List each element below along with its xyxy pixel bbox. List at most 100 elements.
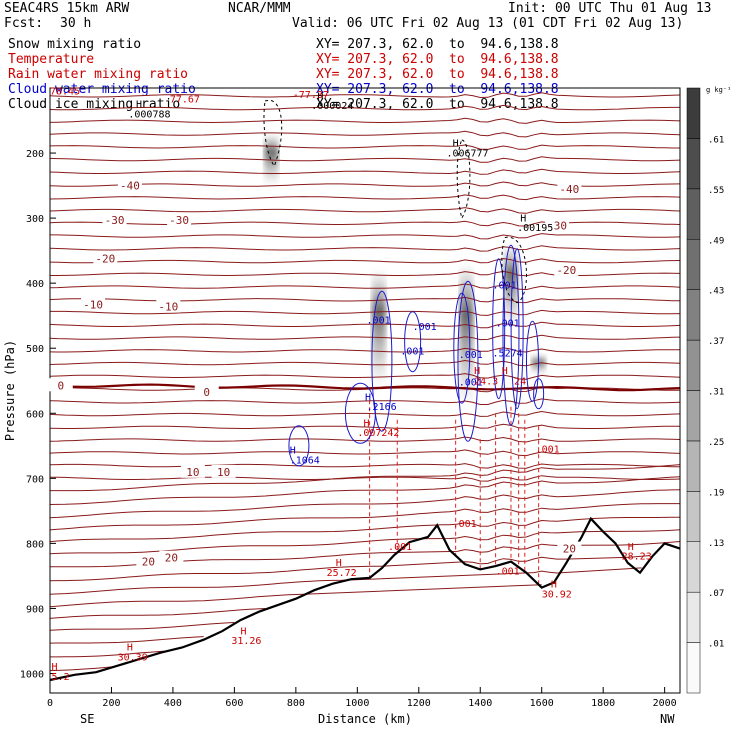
contour-label-bg <box>180 464 205 478</box>
contour-label-bg <box>81 297 106 311</box>
colorbar-segment <box>686 390 701 442</box>
se-end-label: SE <box>80 712 94 726</box>
temperature-contour <box>49 622 235 631</box>
field-annotation: .001 <box>413 322 437 333</box>
x-tick-label: 1400 <box>468 698 492 709</box>
temperature-contour <box>49 220 681 227</box>
field-annotation: .000788 <box>128 109 170 120</box>
field-annotation: 5.2 <box>52 672 70 683</box>
contour-label-bg <box>48 378 73 392</box>
colorbar-segment <box>686 87 701 139</box>
cloud-ice-contour <box>501 237 527 304</box>
temperature-contour-label: 20 <box>165 552 178 565</box>
field-annotation: H <box>290 446 296 457</box>
field-xy-rain: XY= 207.3, 62.0 to 94.6,138.8 <box>316 67 559 82</box>
temperature-contour <box>50 309 681 316</box>
x-tick-label: 600 <box>225 698 243 709</box>
temperature-contour-label: -30 <box>169 214 189 227</box>
field-annotation: 78.45 <box>50 87 80 98</box>
field-annotation: H <box>520 213 526 224</box>
temperature-contour <box>49 168 681 175</box>
contour-label-bg <box>156 299 181 313</box>
colorbar-segment <box>686 188 701 240</box>
temperature-contour <box>49 347 680 353</box>
temperature-contour <box>49 207 681 214</box>
temperature-contour-label: -30 <box>547 219 567 232</box>
cloud-water-contour <box>404 311 422 373</box>
colorbar-unit: g kg⁻¹ <box>706 86 731 94</box>
cloud-water-contour <box>344 382 376 444</box>
cloud-water-contour <box>525 320 539 402</box>
snow-shading-1 <box>371 270 386 388</box>
field-annotation: H <box>336 558 342 569</box>
temperature-contour-label: -40 <box>559 183 579 196</box>
x-tick-label: 2000 <box>653 698 677 709</box>
field-annotation: .001 <box>496 319 520 330</box>
field-xy-snow: XY= 207.3, 62.0 to 94.6,138.8 <box>316 37 559 52</box>
temperature-contour <box>49 476 681 505</box>
forecast-label: Fcst: <box>4 16 44 31</box>
field-annotation: 28.23 <box>622 552 652 563</box>
x-tick-label: 200 <box>102 698 120 709</box>
colorbar-segment <box>686 541 701 593</box>
cloud-water-contour <box>453 292 471 404</box>
colorbar-segment <box>686 339 701 391</box>
colorbar-segment <box>686 138 701 190</box>
cloud-ice-contour <box>456 139 471 220</box>
temperature-contour-label: -10 <box>158 301 178 314</box>
temperature-contour-label: -20 <box>556 264 576 277</box>
field-annotation: .1064 <box>290 455 320 466</box>
temperature-contour <box>49 144 680 150</box>
temperature-contour <box>49 334 681 341</box>
temperature-contour-label: 20 <box>563 543 576 556</box>
colorbar-segment <box>686 239 701 290</box>
field-annotation: 25.72 <box>327 568 357 579</box>
field-name-cloud-ice: Cloud ice mixing ratio <box>8 97 181 112</box>
contour-label-bg <box>545 218 570 232</box>
temperature-contour <box>49 321 681 329</box>
contour-label-bg <box>557 181 582 195</box>
temperature-contour <box>49 283 681 291</box>
y-tick-label: 800 <box>26 539 44 550</box>
contour-label-bg <box>194 384 219 398</box>
colorbar-level-label: .19 <box>708 488 724 498</box>
field-annotation: 24 <box>514 377 526 388</box>
temperature-contour <box>49 410 681 417</box>
temperature-contour-label: -20 <box>95 252 115 265</box>
temperature-contour <box>49 423 680 429</box>
x-tick-label: 800 <box>287 698 305 709</box>
field-name-rain: Rain water mixing ratio <box>8 67 189 82</box>
valid-time: Valid: 06 UTC Fri 02 Aug 13 (01 CDT Fri … <box>292 16 684 31</box>
colorbar-level-label: .01 <box>708 640 724 650</box>
forecast-hours: 30 h <box>60 16 92 31</box>
field-xy-temperature: XY= 207.3, 62.0 to 94.6,138.8 <box>316 52 559 67</box>
temperature-contour <box>49 296 681 304</box>
contour-label-bg <box>117 178 142 192</box>
center-title: NCAR/MMM <box>228 1 291 16</box>
temperature-contour <box>50 270 681 277</box>
temperature-contour <box>49 489 681 519</box>
field-annotation: .00195 <box>517 223 553 234</box>
temperature-contour-label: 10 <box>186 466 199 479</box>
nw-end-label: NW <box>660 712 675 726</box>
temperature-contour <box>49 181 681 187</box>
snow-shading-2 <box>459 263 474 407</box>
field-annotation: 30.92 <box>542 589 572 600</box>
cloud-ice-contour <box>263 99 283 168</box>
temperature-contour <box>49 194 681 201</box>
field-annotation: H <box>453 139 459 150</box>
temperature-contour <box>49 516 681 543</box>
field-name-snow: Snow mixing ratio <box>8 37 142 52</box>
x-tick-label: 400 <box>164 698 182 709</box>
field-annotation: .001 <box>367 315 391 326</box>
colorbar-level-label: .61 <box>708 135 724 145</box>
temperature-contour <box>49 567 642 595</box>
colorbar-level-label: .07 <box>708 589 724 599</box>
x-tick-label: 1600 <box>530 698 554 709</box>
x-tick-label: 1200 <box>407 698 431 709</box>
y-axis-label: Pressure (hPa) <box>3 340 17 441</box>
temperature-contour <box>49 117 681 124</box>
cloud-water-contour <box>502 244 520 426</box>
temperature-contour <box>49 130 681 138</box>
field-annotation: H <box>551 580 557 591</box>
